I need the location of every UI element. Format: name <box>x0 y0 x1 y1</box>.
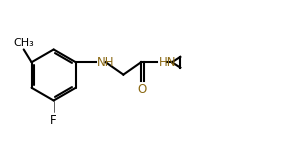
Text: CH₃: CH₃ <box>13 38 34 48</box>
Text: F: F <box>50 114 57 127</box>
Text: HN: HN <box>159 56 176 69</box>
Text: NH: NH <box>97 56 115 69</box>
Text: O: O <box>138 83 147 96</box>
